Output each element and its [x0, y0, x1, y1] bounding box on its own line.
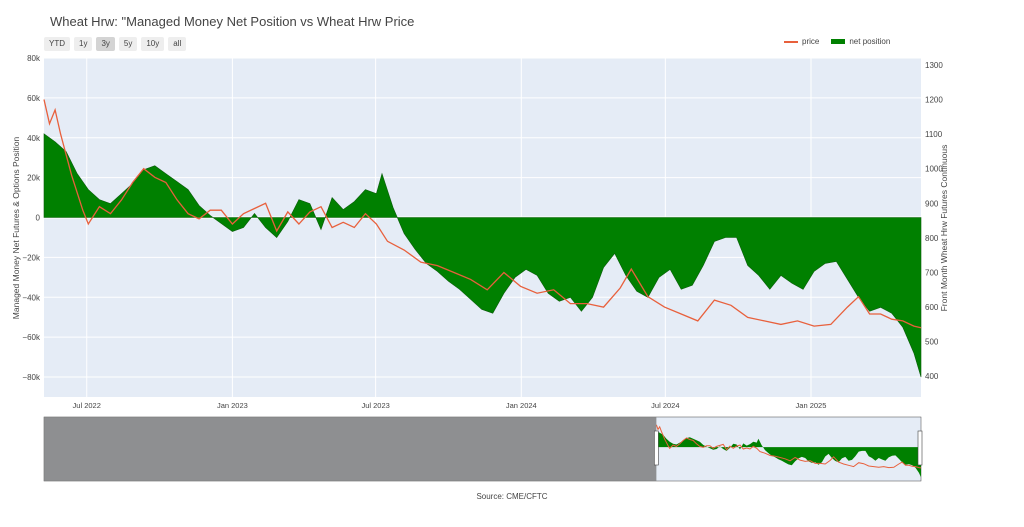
chart-title: Wheat Hrw: "Managed Money Net Position v… — [50, 14, 415, 29]
range-slider-net-position — [656, 431, 921, 478]
x-tick-label: Jul 2022 — [73, 401, 101, 410]
range-slider-mask — [44, 417, 657, 481]
range-button-10y[interactable]: 10y — [141, 37, 165, 51]
y-tick-label-left: −20k — [22, 253, 41, 262]
legend-label-price: price — [802, 37, 820, 46]
range-slider-price-line — [655, 424, 922, 469]
legend-label-net-position: net position — [849, 37, 891, 46]
chart-svg: 80k 60k 40k 20k 0 −20k −40k −60k −80k 400 500 600 7… — [22, 54, 943, 482]
x-tick-label: Jan 2023 — [217, 401, 248, 410]
x-tick-label: Jan 2025 — [796, 401, 827, 410]
y-axis-right: 400 500 600 700 800 900 1000 1100 1200 1300 — [925, 61, 943, 381]
legend-swatch-price — [784, 40, 798, 43]
price-series-line — [43, 99, 922, 329]
y-tick-label-right: 900 — [925, 199, 939, 208]
y-tick-label-left: 20k — [27, 174, 41, 183]
range-button-all[interactable]: all — [168, 37, 187, 51]
y-axis-left: 80k 60k 40k 20k 0 −20k −40k −60k −80k — [22, 54, 41, 382]
range-slider-handle-left — [654, 430, 659, 466]
legend-item-net-position[interactable]: net position — [831, 37, 890, 46]
y-tick-label-left: −40k — [22, 293, 41, 302]
y-tick-label-left: −60k — [22, 333, 41, 342]
range-slider[interactable] — [43, 416, 923, 482]
price-line-group — [43, 99, 922, 329]
y-tick-label-right: 1300 — [925, 61, 943, 70]
range-button-ytd[interactable]: YTD — [44, 37, 70, 51]
y-tick-label-right: 400 — [925, 372, 939, 381]
range-selector: YTD 1y 3y 5y 10y all — [44, 37, 187, 51]
x-tick-label: Jul 2023 — [361, 401, 389, 410]
range-button-1y[interactable]: 1y — [74, 37, 93, 51]
y-tick-label-right: 1200 — [925, 96, 943, 105]
range-button-3y[interactable]: 3y — [96, 37, 115, 51]
y-tick-label-left: 60k — [27, 94, 41, 103]
x-tick-label: Jan 2024 — [506, 401, 537, 410]
y-tick-label-right: 1000 — [925, 165, 943, 174]
y-tick-label-right: 600 — [925, 303, 939, 312]
x-axis: Jul 2022 Jan 2023 Jul 2023 Jan 2024 Jul 2024… — [73, 401, 827, 410]
y-tick-label-left: 0 — [36, 214, 41, 223]
range-slider-handle-right — [917, 430, 923, 466]
net-position-area — [43, 133, 922, 378]
net-position-series — [43, 133, 922, 378]
y-tick-label-left: 40k — [27, 134, 41, 143]
y-tick-label-right: 500 — [925, 338, 939, 347]
legend-item-price[interactable]: price — [784, 37, 819, 46]
range-button-5y[interactable]: 5y — [118, 37, 138, 51]
y-tick-label-right: 1100 — [925, 130, 943, 139]
y-tick-label-right: 700 — [925, 268, 939, 277]
source-note: Source: CME/CFTC — [476, 492, 548, 501]
legend-swatch-net-position — [831, 39, 846, 44]
y-tick-label-left: −80k — [22, 373, 41, 382]
y-tick-label-right: 800 — [925, 234, 939, 243]
legend: price net position — [784, 37, 890, 46]
y-tick-label-left: 80k — [27, 54, 41, 63]
x-tick-label: Jul 2024 — [651, 401, 679, 410]
